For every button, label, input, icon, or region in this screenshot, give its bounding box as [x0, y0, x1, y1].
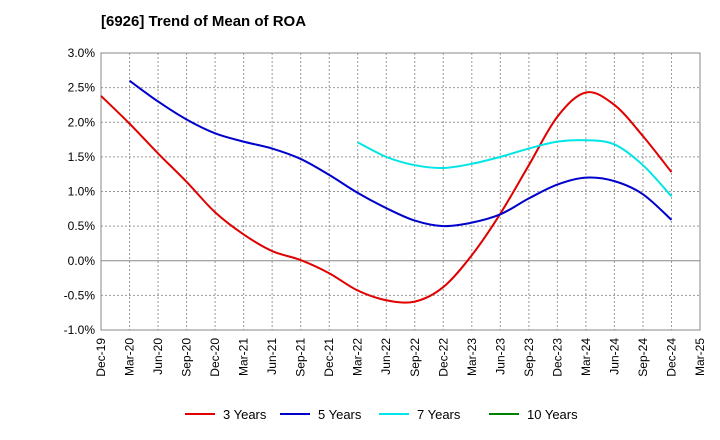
- y-tick-label: 1.5%: [68, 150, 96, 164]
- x-tick-label: Jun-20: [151, 338, 165, 375]
- x-tick-label: Dec-22: [436, 338, 450, 377]
- x-tick-label: Jun-24: [607, 338, 621, 375]
- y-tick-label: -1.0%: [64, 323, 96, 337]
- y-tick-label: 0.0%: [68, 254, 96, 268]
- x-tick-label: Mar-22: [351, 338, 365, 376]
- plot-border: [100, 52, 701, 331]
- x-tick-label: Sep-20: [180, 338, 194, 377]
- x-tick-label: Dec-23: [550, 338, 564, 377]
- x-tick-label: Mar-24: [579, 338, 593, 376]
- chart-title: [6926] Trend of Mean of ROA: [101, 13, 307, 30]
- x-tick-label: Mar-21: [237, 338, 251, 376]
- x-tick-label: Sep-21: [294, 338, 308, 377]
- y-tick-label: 0.5%: [68, 219, 96, 233]
- x-tick-label: Jun-23: [493, 338, 507, 375]
- x-tick-label: Dec-24: [664, 338, 678, 377]
- legend-label-5-years: 5 Years: [318, 407, 362, 422]
- x-tick-label: Jun-22: [379, 338, 393, 375]
- x-tick-label: Jun-21: [265, 338, 279, 375]
- y-tick-label: -0.5%: [64, 288, 96, 302]
- x-tick-label: Sep-23: [522, 338, 536, 377]
- y-tick-label: 3.0%: [68, 46, 96, 60]
- legend-label-7-years: 7 Years: [417, 407, 461, 422]
- x-tick-label: Sep-24: [636, 338, 650, 377]
- x-tick-label: Dec-21: [322, 338, 336, 377]
- y-tick-label: 1.0%: [68, 185, 96, 199]
- x-tick-label: Mar-23: [465, 338, 479, 376]
- series-line-5-years: [128, 79, 673, 228]
- x-tick-label: Sep-22: [408, 338, 422, 377]
- x-tick-label: Mar-25: [693, 338, 707, 376]
- y-tick-label: 2.0%: [68, 115, 96, 129]
- y-tick-label: 2.5%: [68, 81, 96, 95]
- x-tick-label: Dec-19: [94, 338, 108, 377]
- series-line-3-years: [100, 91, 673, 304]
- series-line-7-years: [357, 139, 673, 198]
- legend: 3 Years 5 Years 7 Years 10 Years: [185, 407, 578, 422]
- plot-area: 3.0%2.5%2.0%1.5%1.0%0.5%0.0%-0.5%-1.0%De…: [64, 46, 707, 377]
- legend-label-3-years: 3 Years: [223, 407, 267, 422]
- legend-label-10-years: 10 Years: [527, 407, 578, 422]
- x-tick-label: Mar-20: [123, 338, 137, 376]
- x-tick-label: Dec-20: [208, 338, 222, 377]
